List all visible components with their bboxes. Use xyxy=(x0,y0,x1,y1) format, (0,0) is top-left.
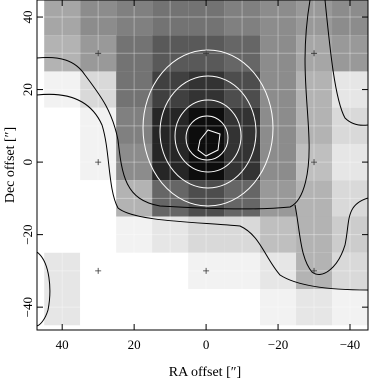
heat-cell xyxy=(224,180,261,217)
contour xyxy=(37,0,311,210)
heat-cell xyxy=(152,0,189,36)
x-tick-label: 20 xyxy=(128,337,141,352)
y-tick-label: 20 xyxy=(20,83,35,96)
contour xyxy=(174,99,242,173)
heat-cell xyxy=(116,143,153,181)
marker-cross xyxy=(311,267,318,274)
heat-cell xyxy=(44,180,81,217)
heat-cell xyxy=(80,289,117,326)
heat-cell xyxy=(152,252,189,290)
marker xyxy=(203,50,210,57)
marker xyxy=(95,267,102,274)
marker xyxy=(95,50,102,57)
heat-cell xyxy=(260,216,297,253)
x-axis-label: RA offset [″] xyxy=(169,365,241,380)
heat-cell xyxy=(44,216,81,253)
x-tick-label: −40 xyxy=(340,337,360,352)
heat-cell xyxy=(260,35,297,72)
y-tick-label: 40 xyxy=(20,11,35,24)
heat-cell xyxy=(188,107,225,144)
heat-cell xyxy=(260,252,297,290)
marker-cross xyxy=(311,50,318,57)
marker-cross xyxy=(95,50,102,57)
marker-cross xyxy=(95,267,102,274)
heat-cell xyxy=(44,252,81,290)
heatmap xyxy=(44,0,368,326)
marker-cross xyxy=(203,50,210,57)
heat-cell xyxy=(116,35,153,72)
heat-cell xyxy=(332,35,368,72)
heat-cell xyxy=(296,71,333,108)
heat-cell xyxy=(152,35,189,72)
y-tick-label: 0 xyxy=(20,159,35,166)
contour xyxy=(37,93,368,291)
heat-cell xyxy=(152,216,189,253)
contour xyxy=(294,197,368,275)
heat-cell xyxy=(332,252,368,290)
heat-cell xyxy=(296,107,333,144)
heat-cell xyxy=(224,35,261,72)
marker-cross xyxy=(311,159,318,166)
heat-cell xyxy=(116,216,153,253)
heat-cell xyxy=(224,216,261,253)
heat-cell xyxy=(44,71,81,108)
y-axis-label: Dec offset [″] xyxy=(3,127,18,203)
heat-cell xyxy=(80,0,117,36)
heat-cell xyxy=(116,107,153,144)
marker xyxy=(311,159,318,166)
heat-cell xyxy=(80,71,117,108)
y-tick-label: −40 xyxy=(20,297,35,317)
contour xyxy=(197,129,221,157)
contours xyxy=(37,0,368,327)
heat-cell xyxy=(152,143,189,181)
heat-cell xyxy=(260,289,297,326)
heat-cell xyxy=(332,180,368,217)
heat-cell xyxy=(224,0,261,36)
plot-frame xyxy=(36,0,369,331)
x-tick-label: 40 xyxy=(56,337,69,352)
x-tick-label: 0 xyxy=(203,337,210,352)
contour xyxy=(142,49,274,207)
heat-cell xyxy=(224,252,261,290)
heat-cell xyxy=(116,289,153,326)
heat-cell xyxy=(260,180,297,217)
heat-cell xyxy=(80,216,117,253)
heat-cell xyxy=(44,107,81,144)
axes: 40 20 0 −20 −40 −40 −20 0 20 40 xyxy=(20,0,368,352)
x-tick-label: −20 xyxy=(268,337,288,352)
marker-cross xyxy=(95,159,102,166)
heat-cell xyxy=(296,180,333,217)
marker-cross xyxy=(203,267,210,274)
heat-cell xyxy=(44,35,81,72)
heat-cell xyxy=(260,71,297,108)
heat-cell xyxy=(260,107,297,144)
heat-cell xyxy=(260,143,297,181)
marker xyxy=(311,50,318,57)
contour xyxy=(185,115,229,161)
marker xyxy=(203,267,210,274)
marker xyxy=(311,267,318,274)
heat-cell xyxy=(80,180,117,217)
heat-cell xyxy=(152,180,189,217)
marker xyxy=(95,159,102,166)
heat-cell xyxy=(152,289,189,326)
contour xyxy=(159,75,257,189)
heat-cell xyxy=(224,107,261,144)
contour xyxy=(324,0,368,126)
heat-cell xyxy=(332,107,368,144)
heat-cell xyxy=(188,289,225,326)
heat-cell xyxy=(224,71,261,108)
contour xyxy=(37,251,51,327)
heat-cell xyxy=(44,143,81,181)
heat-cell xyxy=(296,289,333,326)
heat-cell xyxy=(116,252,153,290)
heat-cell xyxy=(224,289,261,326)
y-tick-label: −20 xyxy=(20,224,35,244)
